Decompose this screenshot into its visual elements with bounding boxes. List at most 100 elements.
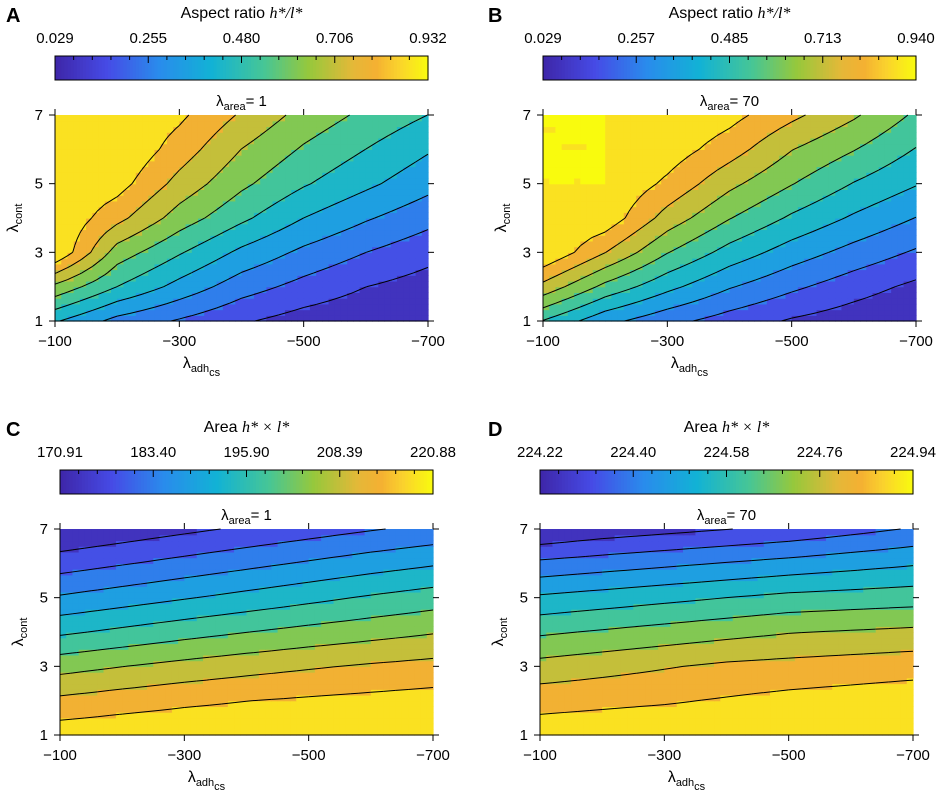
heatmap-cell (841, 263, 849, 271)
heatmap-cell (421, 218, 429, 225)
heatmap-cell (828, 189, 836, 196)
heatmap-cell (847, 155, 855, 162)
heatmap-cell (897, 286, 905, 293)
heatmap-cell (648, 275, 656, 282)
heatmap-cell (617, 200, 625, 208)
heatmap-cell (154, 189, 162, 196)
heatmap-cell (897, 149, 905, 156)
heatmap-cell (322, 252, 330, 259)
heatmap-cell (185, 212, 193, 219)
heatmap-cell (409, 235, 417, 242)
heatmap-cell (359, 240, 367, 248)
heatmap-cell (235, 132, 243, 139)
heatmap-cell (421, 275, 429, 282)
colorbar-swatch (92, 56, 97, 80)
heatmap-cell (636, 149, 644, 156)
heatmap-cell (667, 143, 675, 150)
heatmap-cell (359, 263, 367, 271)
heatmap-cell (372, 160, 379, 168)
heatmap-cell (241, 275, 249, 282)
contour-line (166, 299, 178, 305)
heatmap-cell (648, 223, 656, 231)
heatmap-cell (179, 303, 187, 311)
heatmap-cell (598, 218, 606, 225)
contour-line (253, 210, 264, 218)
heatmap-cell (197, 155, 205, 162)
heatmap-cell (185, 298, 193, 305)
heatmap-cell (710, 143, 718, 150)
heatmap-cell (123, 286, 131, 293)
heatmap-cell (766, 315, 774, 322)
heatmap-cell (828, 183, 836, 190)
heatmap-cell (166, 235, 174, 242)
heatmap-cell (123, 126, 131, 133)
heatmap-cell (661, 155, 668, 162)
heatmap-cell (835, 229, 842, 236)
heatmap-cell (135, 155, 143, 162)
heatmap-cell (735, 269, 743, 276)
heatmap-cell (835, 160, 842, 168)
contour-line (353, 252, 367, 259)
contour-line (241, 142, 251, 150)
heatmap-cell (617, 149, 625, 156)
heatmap-cell (222, 183, 230, 190)
heatmap-cell (241, 149, 249, 156)
heatmap-cell (216, 292, 224, 299)
heatmap-cell (717, 183, 724, 190)
heatmap-cell (253, 280, 261, 288)
heatmap-cell (154, 275, 162, 282)
heatmap-cell (549, 149, 557, 156)
colorbar-swatch (577, 56, 581, 80)
heatmap-cell (353, 126, 361, 133)
heatmap-cell (847, 298, 855, 305)
heatmap-cell (723, 183, 731, 190)
heatmap-cell (549, 137, 557, 145)
heatmap-cell (272, 132, 280, 139)
heatmap-cell (247, 218, 255, 225)
heatmap-cell (421, 143, 429, 150)
contour-line (129, 251, 141, 259)
heatmap-cell (841, 269, 849, 276)
heatmap-cell (179, 258, 187, 265)
heatmap-cell (549, 286, 557, 293)
contour-line (273, 200, 280, 205)
contour-line (278, 114, 287, 122)
heatmap-cell (779, 166, 787, 173)
heatmap-cell (359, 252, 367, 259)
heatmap-cell (617, 155, 625, 162)
heatmap-cell (291, 269, 299, 276)
heatmap-cell (710, 206, 718, 213)
heatmap-cell (642, 269, 650, 276)
heatmap-cell (334, 137, 342, 145)
heatmap-cell (586, 189, 594, 196)
heatmap-cell (278, 149, 286, 156)
heatmap-cell (135, 126, 143, 133)
colorbar-tick-label: 0.029 (524, 30, 562, 47)
heatmap-cell (253, 292, 261, 299)
heatmap-cell (403, 172, 410, 179)
heatmap-cell (673, 206, 681, 213)
colorbar-swatch (89, 56, 93, 80)
heatmap-cell (390, 143, 398, 150)
colorbar-swatch (832, 56, 836, 80)
heatmap-cell (396, 315, 404, 322)
heatmap-cell (359, 200, 367, 208)
heatmap-cell (179, 252, 187, 259)
heatmap-cell (272, 218, 280, 225)
heatmap-cell (760, 189, 768, 196)
heatmap-cell (421, 246, 429, 253)
heatmap-cell (909, 229, 917, 236)
heatmap-cell (247, 235, 255, 242)
heatmap-cell (785, 160, 793, 168)
heatmap-cell (328, 298, 336, 305)
heatmap-cell (359, 155, 367, 162)
heatmap-cell (260, 298, 267, 305)
heatmap-cell (679, 252, 687, 259)
colorbar-tick-label: 0.257 (617, 30, 655, 47)
heatmap-cell (67, 115, 75, 122)
heatmap-cell (322, 155, 330, 162)
heatmap-cell (630, 183, 637, 190)
heatmap-cell (86, 200, 93, 208)
heatmap-cell (586, 149, 594, 156)
contour-line (216, 231, 225, 237)
